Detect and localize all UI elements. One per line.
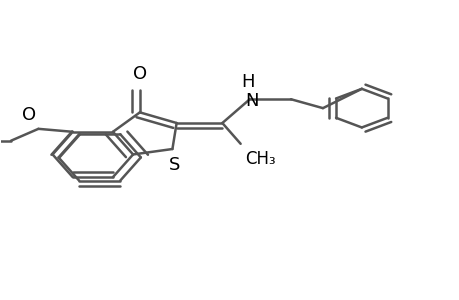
- Text: CH₃: CH₃: [245, 150, 275, 168]
- Text: O: O: [22, 106, 36, 124]
- Text: N: N: [245, 92, 258, 110]
- Text: O: O: [133, 64, 146, 82]
- Text: S: S: [168, 157, 180, 175]
- Text: H: H: [240, 73, 254, 91]
